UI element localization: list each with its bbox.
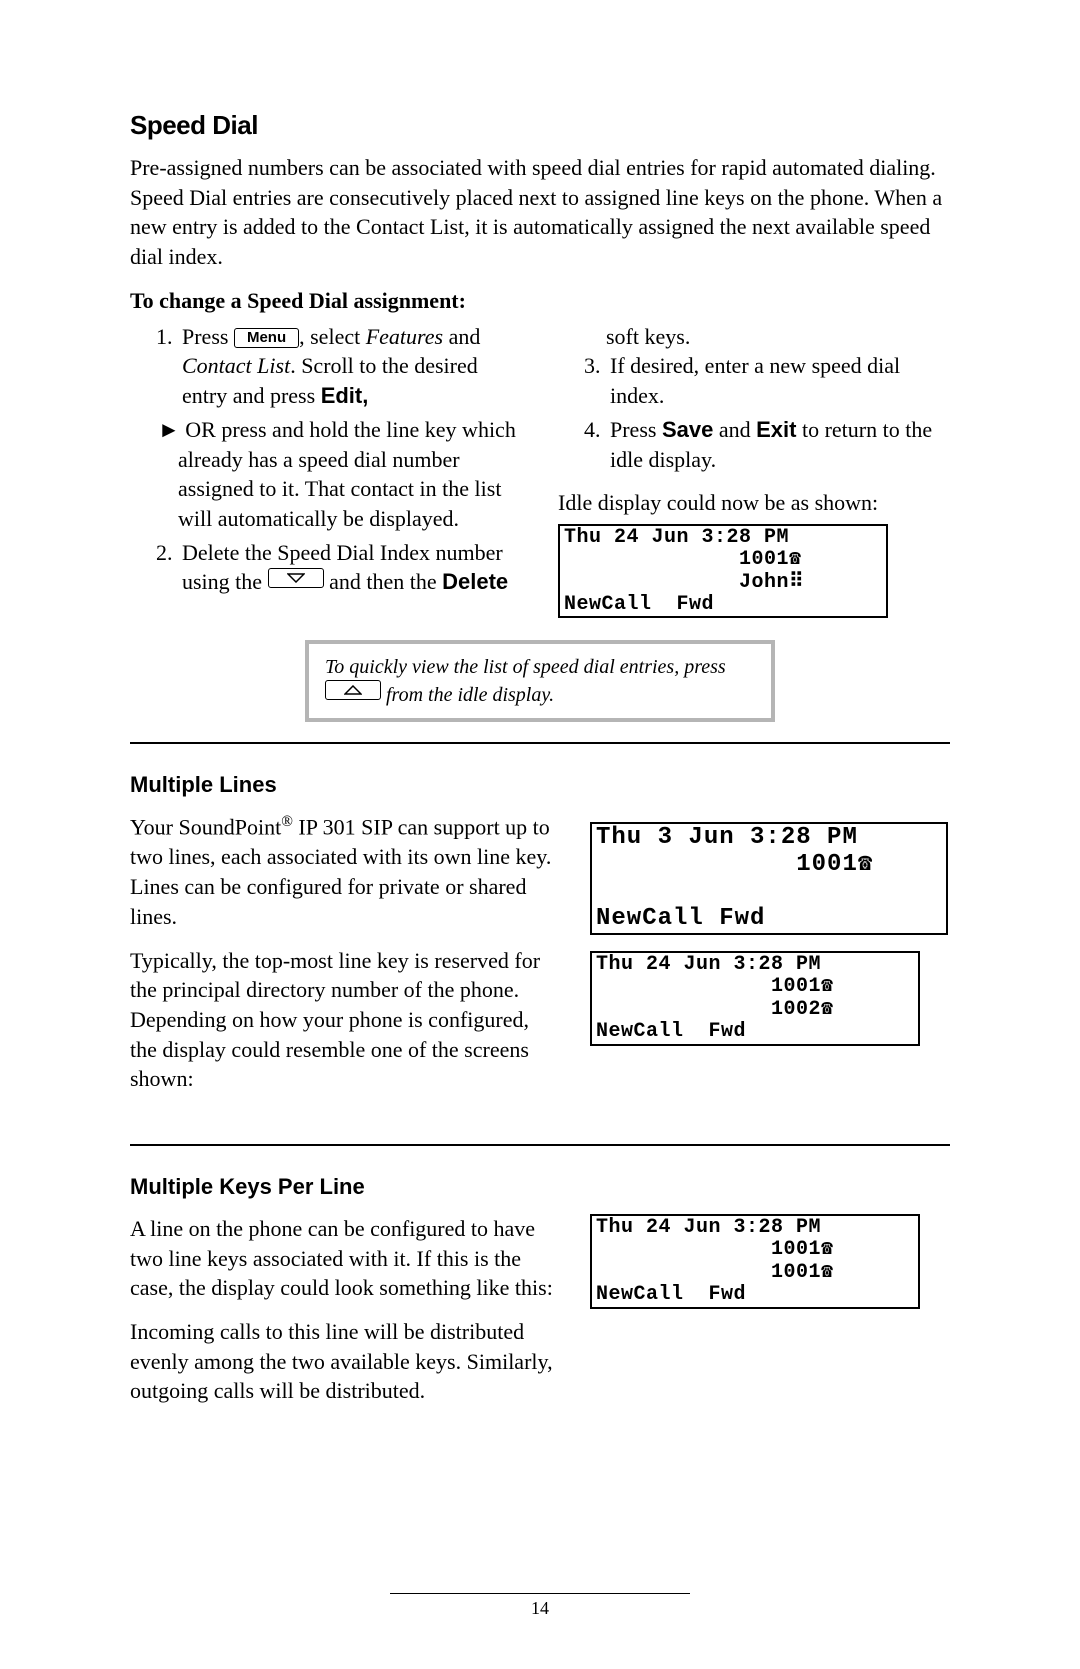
- lcd-ml1-l4: NewCall Fwd: [596, 905, 873, 932]
- step-4: Press Save and Exit to return to the idl…: [606, 415, 950, 474]
- steps-left-2: Delete the Speed Dial Index number using…: [130, 538, 522, 597]
- ml-p2: Typically, the top-most line key is rese…: [130, 946, 560, 1094]
- step1-text-c: and: [443, 324, 480, 349]
- speed-dial-columns: Press Menu, select Features and Contact …: [130, 322, 950, 619]
- lcd-ml-1: Thu 3 Jun 3:28 PM 1001☎ NewCall Fwd: [590, 822, 948, 935]
- mk-p2: Incoming calls to this line will be dist…: [130, 1317, 560, 1406]
- lcd-ml1-l3: [596, 878, 611, 905]
- multiple-lines-lcds: Thu 3 Jun 3:28 PM 1001☎ NewCall Fwd Thu …: [590, 812, 950, 1045]
- lcd-ml2-l1: Thu 24 Jun 3:28 PM: [596, 953, 821, 976]
- softkeys-line: soft keys.: [558, 322, 950, 352]
- lcd-mk: Thu 24 Jun 3:28 PM 1001☎ 1001☎ NewCall F…: [590, 1214, 920, 1309]
- lcd-sd-l1: Thu 24 Jun 3:28 PM: [564, 526, 789, 549]
- lcd-mk-l3: 1001☎: [596, 1261, 834, 1284]
- tip-box: To quickly view the list of speed dial e…: [305, 640, 775, 722]
- lcd-mk-l2: 1001☎: [596, 1238, 834, 1261]
- page: Speed Dial Pre-assigned numbers can be a…: [0, 0, 1080, 1669]
- step-3: If desired, enter a new speed dial index…: [606, 351, 950, 410]
- features-label: Features: [366, 324, 443, 349]
- lcd-mk-l1: Thu 24 Jun 3:28 PM: [596, 1216, 821, 1239]
- ml-p1: Your SoundPoint® IP 301 SIP can support …: [130, 812, 560, 931]
- ml-p1-a: Your SoundPoint: [130, 815, 281, 840]
- lcd-speed-dial: Thu 24 Jun 3:28 PM 1001☎ John⠿ NewCall F…: [558, 524, 888, 619]
- menu-button-icon: Menu: [234, 328, 299, 348]
- lcd-sd-l2: 1001☎: [564, 548, 802, 571]
- tip-text-b: from the idle display.: [381, 684, 554, 706]
- edit-label: Edit,: [321, 383, 369, 408]
- page-number: 14: [531, 1598, 549, 1618]
- multiple-keys-layout: A line on the phone can be configured to…: [130, 1214, 950, 1420]
- tip-text-a: To quickly view the list of speed dial e…: [325, 656, 726, 678]
- footer-rule: [390, 1593, 690, 1594]
- save-label: Save: [662, 417, 713, 442]
- multiple-lines-layout: Your SoundPoint® IP 301 SIP can support …: [130, 812, 950, 1108]
- mk-p1: A line on the phone can be configured to…: [130, 1214, 560, 1303]
- divider-2: [130, 1144, 950, 1146]
- contact-list-label: Contact List: [182, 353, 290, 378]
- exit-label: Exit: [756, 417, 796, 442]
- multiple-keys-heading: Multiple Keys Per Line: [130, 1174, 950, 1200]
- up-arrow-button-icon: [325, 680, 381, 700]
- multiple-keys-text: A line on the phone can be configured to…: [130, 1214, 560, 1420]
- step1-text-a: Press: [182, 324, 234, 349]
- lcd-ml2-l4: NewCall Fwd: [596, 1020, 834, 1043]
- lcd-sd-l3: John⠿: [564, 571, 804, 594]
- step4-text-b: and: [713, 417, 756, 442]
- down-arrow-button-icon: [268, 568, 324, 588]
- speed-dial-heading: Speed Dial: [130, 110, 950, 141]
- lcd-ml1-l2: 1001☎: [596, 851, 873, 878]
- multiple-lines-text: Your SoundPoint® IP 301 SIP can support …: [130, 812, 560, 1108]
- lcd-sd-l4: NewCall Fwd: [564, 593, 802, 616]
- registered-icon: ®: [281, 813, 293, 830]
- change-assignment-heading: To change a Speed Dial assignment:: [130, 288, 950, 314]
- or-line: ► OR press and hold the line key which a…: [130, 415, 522, 534]
- lcd-ml2-l3: 1002☎: [596, 998, 834, 1021]
- multiple-lines-heading: Multiple Lines: [130, 772, 950, 798]
- divider-1: [130, 742, 950, 744]
- speed-dial-intro: Pre-assigned numbers can be associated w…: [130, 153, 950, 272]
- lcd-ml1-l1: Thu 3 Jun 3:28 PM: [596, 824, 858, 851]
- delete-label: Delete: [442, 569, 508, 594]
- step-1: Press Menu, select Features and Contact …: [178, 322, 522, 411]
- step1-text-b: , select: [299, 324, 366, 349]
- step-2: Delete the Speed Dial Index number using…: [178, 538, 522, 597]
- speed-dial-col-right: soft keys. If desired, enter a new speed…: [558, 322, 950, 619]
- lcd-ml2-l2: 1001☎: [596, 975, 834, 998]
- step2-text-b: and then the: [324, 569, 443, 594]
- step4-text-a: Press: [610, 417, 662, 442]
- page-footer: 14: [0, 1593, 1080, 1619]
- idle-display-text: Idle display could now be as shown:: [558, 488, 950, 518]
- speed-dial-col-left: Press Menu, select Features and Contact …: [130, 322, 522, 619]
- lcd-mk-l4: NewCall Fwd: [596, 1283, 834, 1306]
- steps-left: Press Menu, select Features and Contact …: [130, 322, 522, 411]
- multiple-keys-lcd-col: Thu 24 Jun 3:28 PM 1001☎ 1001☎ NewCall F…: [590, 1214, 950, 1309]
- steps-right: If desired, enter a new speed dial index…: [558, 351, 950, 474]
- lcd-ml-2: Thu 24 Jun 3:28 PM 1001☎ 1002☎ NewCall F…: [590, 951, 920, 1046]
